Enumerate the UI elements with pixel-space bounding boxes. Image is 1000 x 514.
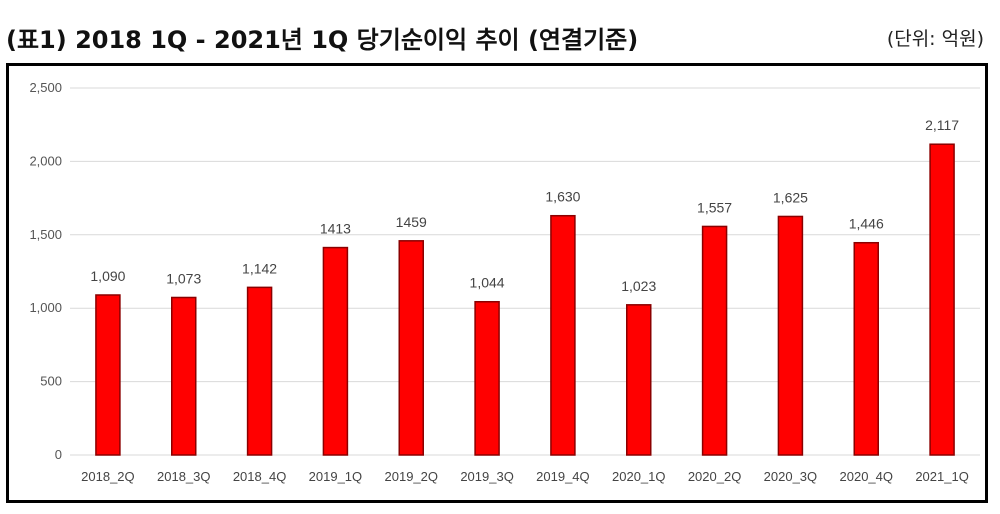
- bar: [246, 286, 273, 456]
- x-axis-ticks: 2018_2Q 2018_3Q 2018_4Q 2019_1Q 2019_2Q 2019_…: [81, 469, 969, 484]
- y-tick-label: 500: [40, 374, 62, 389]
- data-label: 1413: [320, 221, 351, 237]
- data-label: 1,044: [470, 275, 505, 291]
- bar: [777, 215, 804, 456]
- data-label: 1,142: [242, 260, 277, 276]
- bar: [550, 214, 576, 456]
- y-tick-label: 1,500: [29, 227, 62, 242]
- data-label: 1,557: [697, 199, 732, 215]
- bars: [95, 143, 955, 456]
- x-tick-label: 2019_2Q: [385, 469, 439, 484]
- x-tick-label: 2018_2Q: [81, 469, 135, 484]
- data-label: 1,090: [90, 268, 125, 284]
- data-label: 1459: [396, 214, 427, 230]
- data-label: 1,630: [545, 189, 580, 205]
- x-tick-label: 2018_3Q: [157, 469, 211, 484]
- unit-label: (단위: 억원): [886, 28, 984, 50]
- x-tick-label: 2019_3Q: [460, 469, 514, 484]
- data-label: 1,023: [621, 278, 656, 294]
- x-tick-label: 2020_4Q: [840, 469, 894, 484]
- bar: [398, 240, 424, 456]
- data-label: 1,073: [166, 270, 201, 286]
- chart-title: (표1) 2018 1Q - 2021년 1Q 당기순이익 추이 (연결기준): [6, 26, 639, 54]
- x-tick-label: 2019_1Q: [309, 469, 363, 484]
- bar: [474, 300, 500, 456]
- bar: [95, 294, 121, 456]
- bar: [171, 296, 197, 456]
- grid-lines: [70, 87, 980, 456]
- x-tick-label: 2020_1Q: [612, 469, 666, 484]
- bar: [322, 246, 349, 456]
- data-label: 1,625: [773, 189, 808, 205]
- x-tick-label: 2021_1Q: [915, 469, 969, 484]
- data-labels: 1,090 1,073 1,142 1413 1459 1,044 1,630 1,023 1,…: [90, 117, 959, 294]
- y-axis-ticks: 0 500 1,000 1,500 2,000 2,500: [29, 80, 62, 462]
- data-label: 2,117: [925, 117, 959, 133]
- y-tick-label: 2,500: [29, 80, 62, 95]
- x-tick-label: 2020_3Q: [764, 469, 818, 484]
- bar: [701, 225, 728, 456]
- bar: [626, 304, 652, 456]
- x-tick-label: 2019_4Q: [536, 469, 590, 484]
- x-tick-label: 2020_2Q: [688, 469, 742, 484]
- bar: [929, 143, 955, 456]
- bar: [853, 241, 879, 456]
- y-tick-label: 0: [55, 447, 62, 462]
- data-label: 1,446: [849, 216, 884, 232]
- y-tick-label: 2,000: [29, 153, 62, 168]
- y-tick-label: 1,000: [29, 300, 62, 315]
- x-tick-label: 2018_4Q: [233, 469, 287, 484]
